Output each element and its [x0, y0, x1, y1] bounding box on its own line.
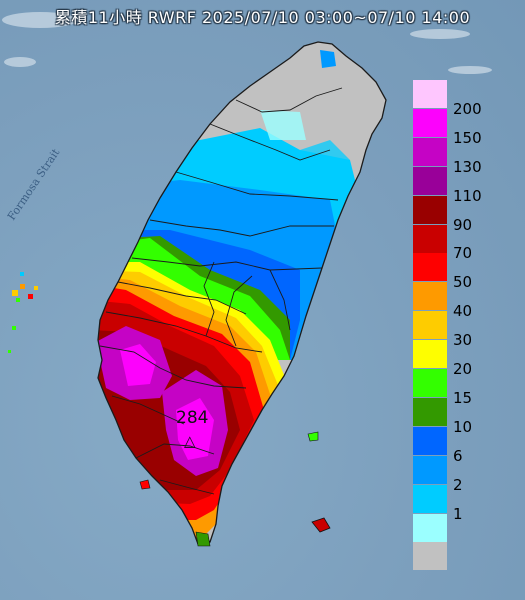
legend-label: 70: [453, 244, 473, 263]
legend-swatch: [413, 166, 447, 195]
legend-label: 200: [453, 99, 482, 118]
legend-label: 15: [453, 388, 473, 407]
rainfall-legend: 200 150 130 110 90 70 50 40 30 20 15 10 6 2 1: [413, 80, 518, 572]
legend-label: 2: [453, 475, 463, 494]
legend-swatch: [413, 397, 447, 426]
legend-label: 1: [453, 504, 463, 523]
legend-swatch: [413, 311, 447, 340]
legend-swatch: [413, 253, 447, 282]
legend-label: 50: [453, 273, 473, 292]
legend-label: 150: [453, 128, 482, 147]
xiaoliuqiu-island: [139, 479, 151, 490]
legend-swatch: [413, 195, 447, 224]
cloud-streaks: [2, 12, 492, 74]
legend-label: 130: [453, 157, 482, 176]
green-island: [311, 517, 331, 533]
legend-label: 30: [453, 331, 473, 350]
legend-swatch: [413, 137, 447, 166]
legend-swatch: [413, 455, 447, 484]
legend-swatch: [413, 513, 447, 542]
south-tip: [195, 531, 211, 547]
legend-swatch: [413, 484, 447, 513]
legend-swatch: [413, 340, 447, 369]
legend-swatch: [413, 426, 447, 455]
legend-swatch: [413, 282, 447, 311]
max-rainfall-value: 284: [176, 408, 209, 428]
triangle-icon: △: [184, 432, 196, 450]
legend-label: 90: [453, 215, 473, 234]
legend-swatch: [413, 108, 447, 137]
lanyu-island: [307, 431, 319, 442]
legend-label: 110: [453, 186, 482, 205]
county-boundaries: [99, 87, 343, 495]
taiwan-island: [98, 42, 386, 544]
legend-swatch: [413, 542, 447, 571]
legend-swatch: [413, 224, 447, 253]
legend-swatch: [413, 369, 447, 397]
legend-label: 6: [453, 446, 463, 465]
legend-label: 10: [453, 417, 473, 436]
penghu-islands: [8, 272, 38, 353]
legend-swatch: [413, 80, 447, 108]
map-title: 累積11小時 RWRF 2025/07/10 03:00~07/10 14:00: [54, 8, 471, 27]
legend-label: 20: [453, 360, 473, 378]
legend-label: 40: [453, 302, 473, 321]
